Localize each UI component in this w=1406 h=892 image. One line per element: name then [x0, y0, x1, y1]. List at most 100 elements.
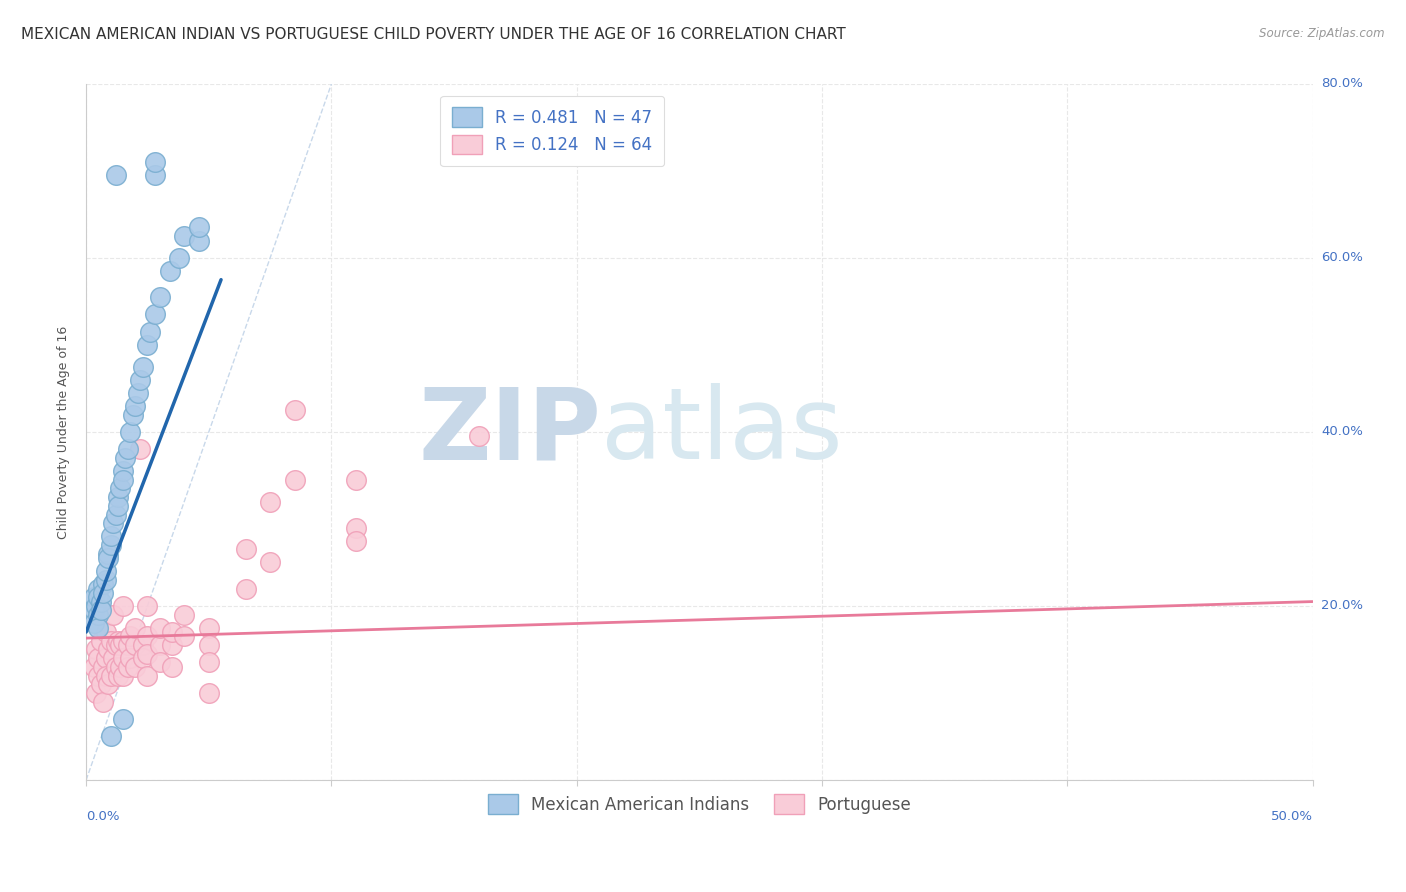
- Point: [120, 651, 142, 665]
- Point: [91, 577, 114, 591]
- Point: [344, 533, 367, 548]
- Point: [101, 651, 124, 665]
- Point: [84, 642, 107, 657]
- Point: [136, 629, 159, 643]
- Point: [149, 656, 172, 670]
- Text: Source: ZipAtlas.com: Source: ZipAtlas.com: [1260, 27, 1385, 40]
- Point: [90, 603, 112, 617]
- Point: [124, 399, 146, 413]
- Point: [110, 638, 132, 652]
- Point: [91, 660, 114, 674]
- Point: [110, 482, 132, 496]
- Point: [259, 494, 281, 508]
- Point: [160, 638, 183, 652]
- Point: [111, 668, 134, 682]
- Point: [149, 638, 172, 652]
- Point: [104, 169, 127, 183]
- Point: [198, 686, 221, 700]
- Point: [344, 521, 367, 535]
- Point: [160, 660, 183, 674]
- Point: [344, 473, 367, 487]
- Text: 50.0%: 50.0%: [1271, 811, 1313, 823]
- Point: [124, 621, 146, 635]
- Point: [94, 625, 117, 640]
- Point: [143, 308, 166, 322]
- Point: [198, 638, 221, 652]
- Point: [84, 686, 107, 700]
- Point: [284, 473, 307, 487]
- Point: [94, 651, 117, 665]
- Point: [111, 473, 134, 487]
- Point: [235, 542, 257, 557]
- Point: [127, 385, 149, 400]
- Point: [87, 591, 110, 605]
- Point: [101, 516, 124, 531]
- Point: [120, 629, 142, 643]
- Point: [111, 633, 134, 648]
- Point: [97, 547, 120, 561]
- Point: [100, 529, 122, 543]
- Point: [111, 464, 134, 478]
- Point: [83, 603, 105, 617]
- Point: [136, 668, 159, 682]
- Point: [107, 499, 129, 513]
- Point: [110, 660, 132, 674]
- Point: [124, 660, 146, 674]
- Point: [121, 408, 143, 422]
- Point: [198, 621, 221, 635]
- Point: [131, 359, 153, 374]
- Point: [143, 155, 166, 169]
- Text: 60.0%: 60.0%: [1320, 252, 1362, 264]
- Text: MEXICAN AMERICAN INDIAN VS PORTUGUESE CHILD POVERTY UNDER THE AGE OF 16 CORRELAT: MEXICAN AMERICAN INDIAN VS PORTUGUESE CH…: [21, 27, 846, 42]
- Point: [97, 642, 120, 657]
- Point: [94, 668, 117, 682]
- Point: [104, 638, 127, 652]
- Point: [117, 638, 139, 652]
- Point: [149, 621, 172, 635]
- Point: [173, 607, 195, 622]
- Point: [87, 607, 110, 622]
- Point: [90, 633, 112, 648]
- Point: [131, 638, 153, 652]
- Point: [97, 677, 120, 691]
- Point: [136, 338, 159, 352]
- Point: [100, 730, 122, 744]
- Point: [107, 668, 129, 682]
- Point: [173, 629, 195, 643]
- Point: [120, 425, 142, 439]
- Point: [117, 660, 139, 674]
- Legend: Mexican American Indians, Portuguese: Mexican American Indians, Portuguese: [481, 788, 918, 821]
- Point: [129, 442, 152, 457]
- Point: [136, 647, 159, 661]
- Point: [94, 564, 117, 578]
- Point: [198, 656, 221, 670]
- Point: [136, 599, 159, 613]
- Point: [188, 220, 211, 235]
- Point: [87, 582, 110, 596]
- Point: [91, 586, 114, 600]
- Point: [107, 633, 129, 648]
- Y-axis label: Child Poverty Under the Age of 16: Child Poverty Under the Age of 16: [58, 326, 70, 539]
- Point: [139, 325, 162, 339]
- Point: [160, 625, 183, 640]
- Point: [83, 591, 105, 605]
- Point: [173, 229, 195, 244]
- Point: [117, 442, 139, 457]
- Text: ZIP: ZIP: [419, 384, 602, 481]
- Point: [188, 234, 211, 248]
- Text: 20.0%: 20.0%: [1320, 599, 1362, 613]
- Point: [87, 651, 110, 665]
- Point: [97, 551, 120, 566]
- Point: [101, 607, 124, 622]
- Text: 40.0%: 40.0%: [1320, 425, 1362, 439]
- Point: [143, 169, 166, 183]
- Point: [90, 594, 112, 608]
- Point: [107, 490, 129, 504]
- Text: 80.0%: 80.0%: [1320, 78, 1362, 90]
- Point: [111, 651, 134, 665]
- Text: atlas: atlas: [602, 384, 842, 481]
- Point: [87, 668, 110, 682]
- Point: [100, 668, 122, 682]
- Point: [83, 660, 105, 674]
- Text: 0.0%: 0.0%: [86, 811, 120, 823]
